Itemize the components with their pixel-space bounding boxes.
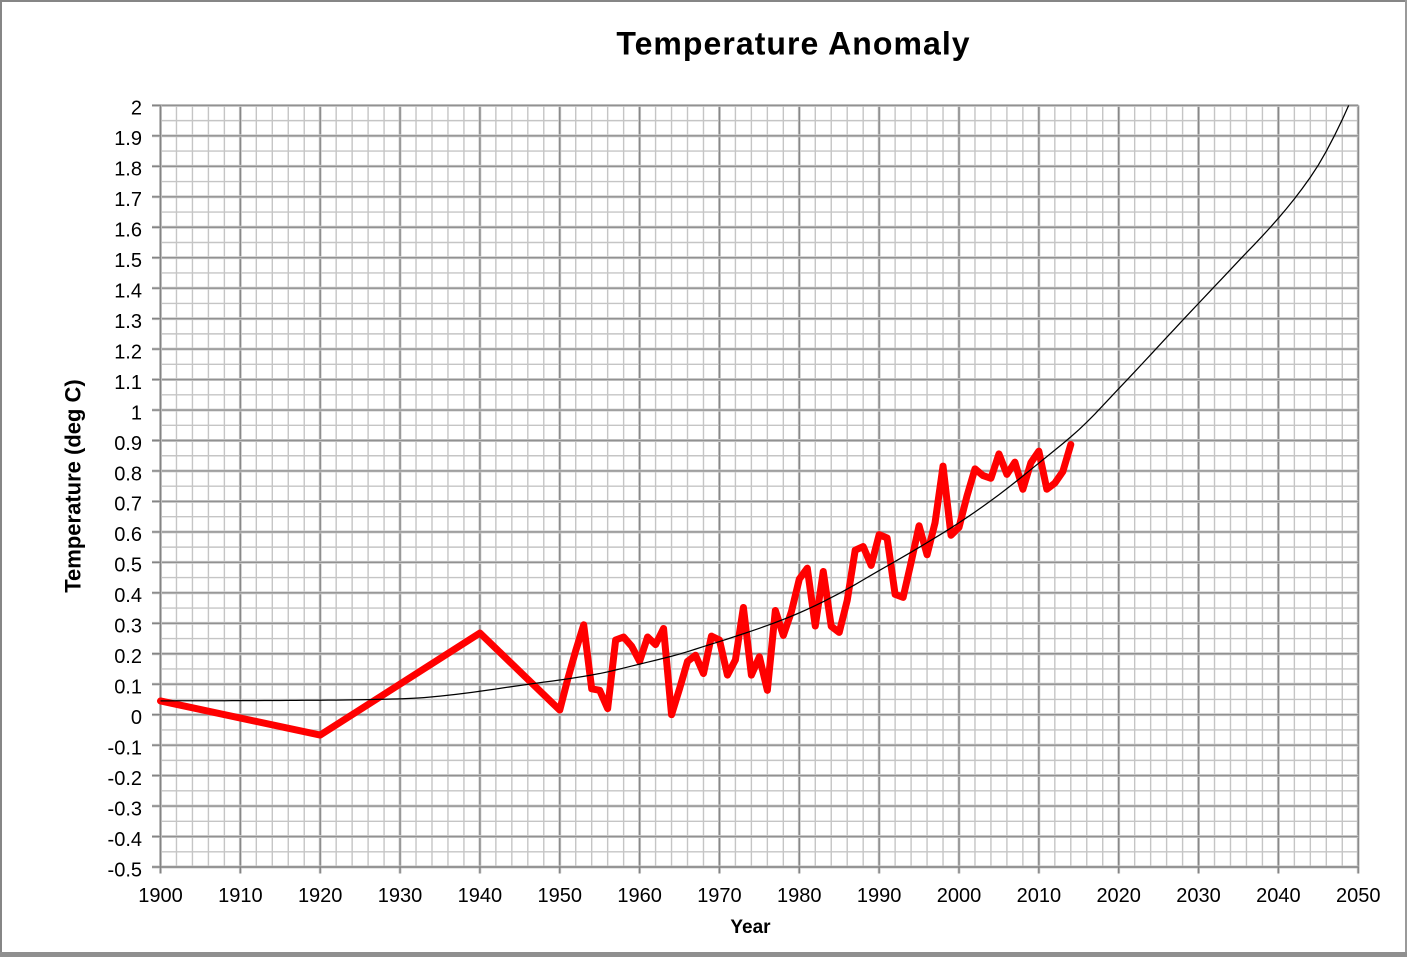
svg-text:2050: 2050: [1336, 885, 1381, 907]
svg-text:1960: 1960: [617, 885, 662, 907]
svg-text:1.9: 1.9: [114, 128, 142, 150]
svg-text:2000: 2000: [937, 885, 982, 907]
svg-text:1.5: 1.5: [114, 250, 142, 272]
svg-text:1.6: 1.6: [114, 220, 142, 242]
svg-text:1.2: 1.2: [114, 341, 142, 363]
svg-text:-0.1: -0.1: [108, 737, 142, 759]
svg-text:1.7: 1.7: [114, 189, 142, 211]
svg-text:Temperature Anomaly: Temperature Anomaly: [616, 26, 970, 62]
svg-text:2030: 2030: [1176, 885, 1221, 907]
svg-text:1950: 1950: [538, 885, 583, 907]
svg-text:1940: 1940: [458, 885, 503, 907]
svg-text:1: 1: [131, 402, 142, 424]
svg-text:1990: 1990: [857, 885, 902, 907]
svg-text:Year: Year: [730, 917, 771, 938]
svg-text:2010: 2010: [1017, 885, 1062, 907]
svg-text:0.5: 0.5: [114, 555, 142, 577]
svg-text:-0.5: -0.5: [108, 859, 142, 881]
svg-text:2: 2: [131, 98, 142, 120]
svg-text:0.8: 0.8: [114, 463, 142, 485]
svg-text:0.9: 0.9: [114, 433, 142, 455]
svg-text:1970: 1970: [697, 885, 742, 907]
svg-text:1900: 1900: [138, 885, 183, 907]
svg-text:0.6: 0.6: [114, 524, 142, 546]
svg-text:0.2: 0.2: [114, 646, 142, 668]
svg-text:0: 0: [131, 707, 142, 729]
svg-text:2020: 2020: [1096, 885, 1141, 907]
svg-text:1.4: 1.4: [114, 280, 142, 302]
svg-text:2040: 2040: [1256, 885, 1301, 907]
svg-text:1930: 1930: [378, 885, 423, 907]
svg-text:0.1: 0.1: [114, 677, 142, 699]
svg-text:Temperature (deg C): Temperature (deg C): [61, 379, 86, 593]
svg-text:1910: 1910: [218, 885, 263, 907]
svg-text:1980: 1980: [777, 885, 822, 907]
svg-text:0.7: 0.7: [114, 494, 142, 516]
svg-text:-0.4: -0.4: [108, 829, 142, 851]
svg-text:-0.3: -0.3: [108, 798, 142, 820]
svg-text:1.8: 1.8: [114, 159, 142, 181]
svg-text:0.3: 0.3: [114, 616, 142, 638]
svg-text:1920: 1920: [298, 885, 343, 907]
svg-text:0.4: 0.4: [114, 585, 142, 607]
svg-text:1.3: 1.3: [114, 311, 142, 333]
svg-text:1.1: 1.1: [114, 372, 142, 394]
svg-text:-0.2: -0.2: [108, 768, 142, 790]
